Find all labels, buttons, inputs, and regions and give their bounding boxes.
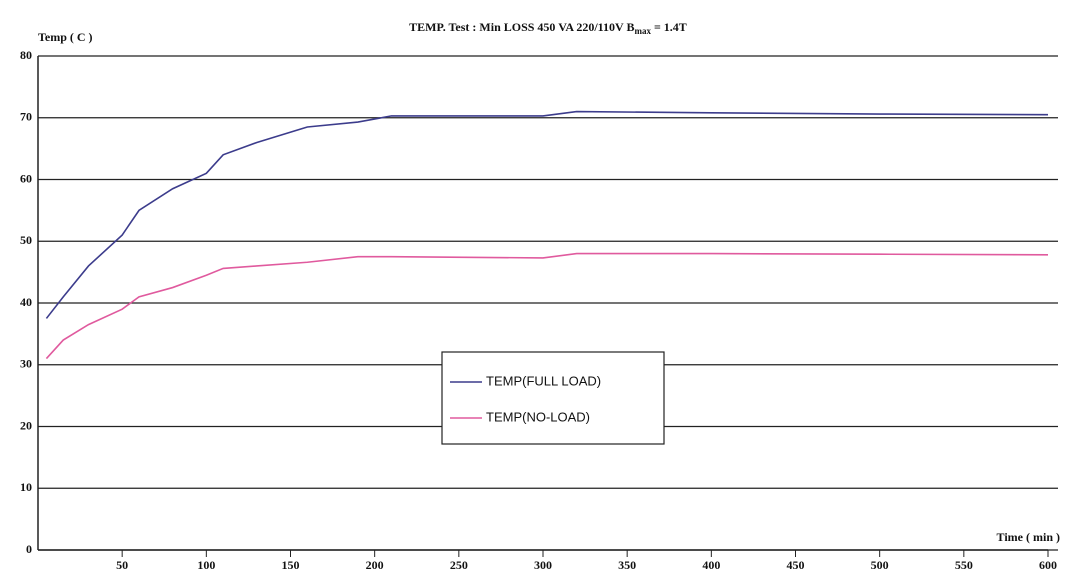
y-tick-label: 20 bbox=[20, 418, 32, 432]
x-tick-label: 150 bbox=[282, 558, 300, 572]
x-tick-label: 100 bbox=[197, 558, 215, 572]
title-end: = 1.4T bbox=[651, 20, 687, 34]
x-tick-label: 500 bbox=[871, 558, 889, 572]
x-tick-label: 50 bbox=[116, 558, 128, 572]
y-tick-label: 70 bbox=[20, 110, 32, 124]
y-tick-label: 40 bbox=[20, 295, 32, 309]
y-tick-label: 50 bbox=[20, 233, 32, 247]
data-line bbox=[45, 110, 1049, 319]
x-tick-label: 600 bbox=[1039, 558, 1057, 572]
legend-box bbox=[441, 351, 665, 445]
x-tick-label: 450 bbox=[787, 558, 805, 572]
legend-label: TEMP(FULL LOAD) bbox=[486, 373, 601, 388]
legend-label: TEMP(NO-LOAD) bbox=[486, 409, 590, 424]
chart-title: TEMP. Test : Min LOSS 450 VA 220/110V Bm… bbox=[409, 20, 687, 36]
x-tick-label: 250 bbox=[450, 558, 468, 572]
x-tick-label: 400 bbox=[702, 558, 720, 572]
title-sub: max bbox=[634, 26, 651, 36]
y-tick-label: 30 bbox=[20, 357, 32, 371]
y-tick-label: 80 bbox=[20, 48, 32, 62]
y-tick-label: 10 bbox=[20, 480, 32, 494]
y-axis-label: Temp ( C ) bbox=[38, 30, 93, 44]
data-line bbox=[45, 252, 1049, 360]
y-tick-label: 0 bbox=[26, 542, 32, 556]
x-tick-label: 200 bbox=[366, 558, 384, 572]
title-main: TEMP. Test : Min LOSS 450 VA 220/110V B bbox=[409, 20, 634, 34]
y-tick-label: 60 bbox=[20, 171, 32, 185]
x-tick-label: 550 bbox=[955, 558, 973, 572]
x-axis-label: Time ( min ) bbox=[997, 530, 1060, 544]
x-tick-label: 300 bbox=[534, 558, 552, 572]
legend: TEMP(FULL LOAD) TEMP(NO-LOAD) bbox=[441, 351, 665, 445]
x-tick-label: 350 bbox=[618, 558, 636, 572]
